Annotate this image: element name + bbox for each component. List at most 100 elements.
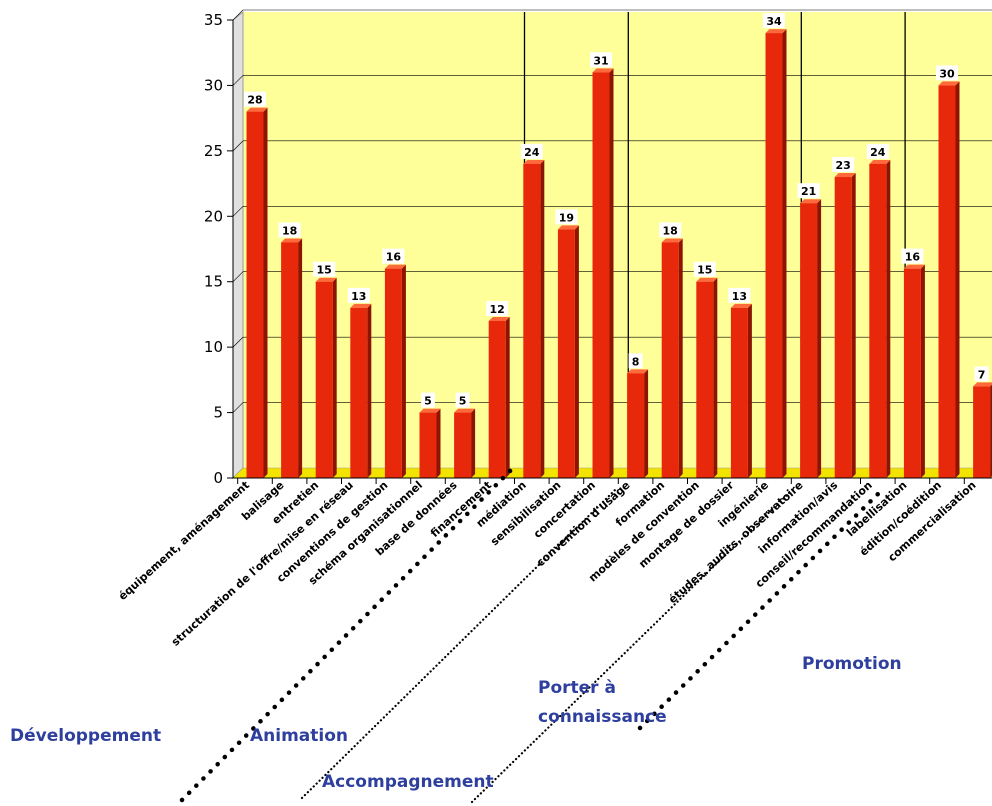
bar-top-7 <box>488 316 510 321</box>
value-label-2: 15 <box>317 264 332 277</box>
bar-12 <box>661 242 679 478</box>
value-label-4: 16 <box>386 251 402 264</box>
gridline-depth-1 <box>232 402 244 413</box>
bar-top-1 <box>281 238 303 243</box>
bar-10 <box>592 72 610 478</box>
dotted-group-connectors <box>179 463 883 804</box>
value-label-box-16 <box>797 183 820 199</box>
bars: 28 18 15 13 16 5 5 12 24 19 31 8 18 15 13 34 21 23 24 16 30 7 <box>244 13 992 478</box>
bar-2 <box>315 281 333 478</box>
group-label-accompagnement: Accompagnement <box>322 772 494 792</box>
bar-8 <box>523 163 541 478</box>
x-tick-label-7: financement <box>428 479 494 540</box>
value-label-box-0 <box>244 91 266 107</box>
bar-15 <box>765 33 783 478</box>
bar-side-10 <box>609 68 614 478</box>
bar-side-4 <box>401 264 406 478</box>
bar-side-1 <box>298 238 303 478</box>
group-label-promotion: Promotion <box>802 654 902 674</box>
bar-5 <box>419 412 437 478</box>
bar-9 <box>557 229 575 478</box>
dotted-connector-0 <box>179 463 518 803</box>
bar-top-6 <box>454 408 476 413</box>
bar-side-17 <box>851 173 856 478</box>
value-label-5: 5 <box>424 395 432 408</box>
value-label-box-19 <box>901 248 924 264</box>
y-tick-label-1: 5 <box>213 404 223 422</box>
value-label-box-8 <box>520 143 543 159</box>
bar-side-9 <box>574 225 579 478</box>
bar-20 <box>938 85 956 478</box>
value-label-box-13 <box>693 261 716 277</box>
value-label-8: 24 <box>524 146 540 159</box>
gridline-depth-2 <box>232 336 244 348</box>
value-label-box-17 <box>832 157 855 173</box>
bar-16 <box>800 203 818 478</box>
bar-side-16 <box>817 199 822 478</box>
value-label-15: 34 <box>766 15 782 28</box>
value-label-box-4 <box>382 248 405 264</box>
gridline-depth-6 <box>232 75 244 86</box>
value-label-21: 7 <box>978 368 986 381</box>
y-tick-label-4: 20 <box>204 207 223 225</box>
bar-side-18 <box>886 159 891 478</box>
bar-13 <box>696 281 714 478</box>
gridline-depth-5 <box>232 140 244 152</box>
bar-top-21 <box>973 382 992 387</box>
y-tick-label-6: 30 <box>204 76 223 94</box>
bar-top-4 <box>384 264 406 269</box>
y-tick-label-7: 35 <box>204 11 223 29</box>
gridline-depth-3 <box>232 271 244 282</box>
value-label-box-5 <box>421 392 435 408</box>
bar-side-0 <box>263 107 268 478</box>
bar-top-10 <box>592 68 614 73</box>
dotted-connector-2 <box>470 490 792 804</box>
value-label-1: 18 <box>282 224 297 237</box>
value-label-3: 13 <box>351 290 366 303</box>
bar-top-14 <box>730 303 752 308</box>
bar-side-13 <box>713 277 718 478</box>
gridline-depth-4 <box>232 206 244 217</box>
value-label-box-1 <box>278 222 301 238</box>
bar-top-5 <box>419 408 441 413</box>
value-label-13: 15 <box>697 264 712 277</box>
bar-top-0 <box>246 107 268 112</box>
value-label-box-14 <box>728 287 751 303</box>
value-label-17: 23 <box>836 159 851 172</box>
bar-side-8 <box>540 159 545 478</box>
value-label-box-9 <box>555 209 578 225</box>
value-label-20: 30 <box>939 67 955 80</box>
bar-side-15 <box>782 29 787 478</box>
value-label-box-18 <box>866 143 889 159</box>
bar-side-20 <box>955 81 960 478</box>
value-label-11: 8 <box>632 355 640 368</box>
bar-top-2 <box>315 277 337 282</box>
bar-side-19 <box>920 264 925 478</box>
value-label-box-12 <box>659 222 682 238</box>
y-tick-label-5: 25 <box>204 142 223 160</box>
group-label-developpement: Développement <box>10 726 161 746</box>
bar-side-5 <box>436 408 441 478</box>
bar-14 <box>730 307 748 478</box>
value-label-box-20 <box>936 65 958 81</box>
value-label-box-15 <box>763 13 785 29</box>
bar-1 <box>281 242 299 478</box>
bar-side-2 <box>332 277 337 478</box>
side-wall <box>232 10 244 480</box>
y-tick-label-2: 10 <box>204 338 223 356</box>
bar-6 <box>454 412 472 478</box>
bar-side-6 <box>471 408 476 478</box>
value-label-0: 28 <box>247 94 262 107</box>
gridline-depth-7 <box>232 9 244 21</box>
y-tick-label-3: 15 <box>204 273 223 291</box>
bar-side-7 <box>505 316 510 478</box>
bar-top-18 <box>869 159 891 164</box>
bar-0 <box>246 111 264 478</box>
value-label-box-3 <box>347 287 370 303</box>
y-tick-label-0: 0 <box>213 469 223 487</box>
value-label-19: 16 <box>905 251 921 264</box>
group-label-animation: Animation <box>250 726 348 746</box>
bar-top-15 <box>765 29 787 34</box>
bar-top-3 <box>350 303 372 308</box>
